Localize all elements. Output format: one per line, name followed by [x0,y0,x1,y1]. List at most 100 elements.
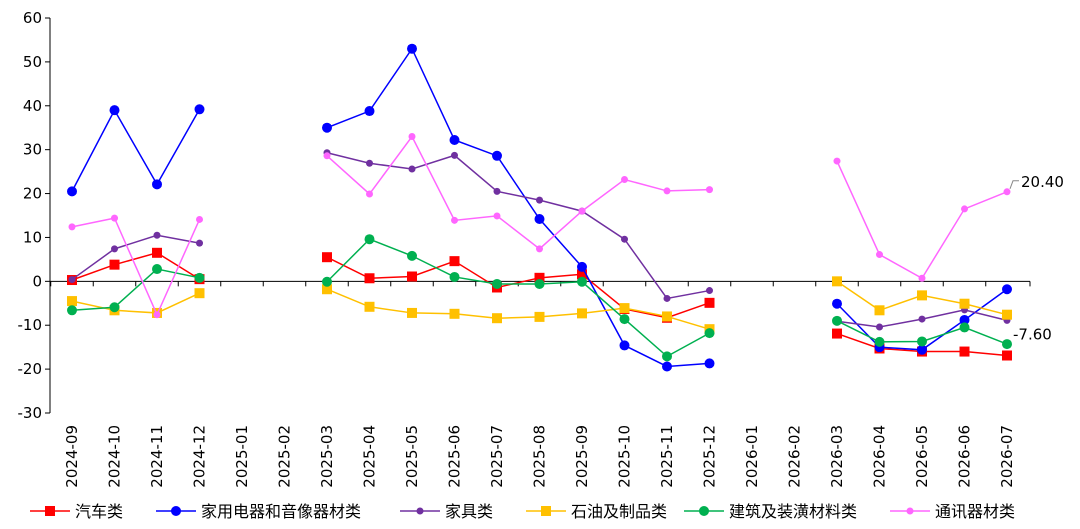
data-point [918,274,926,282]
data-point [577,261,587,272]
data-point [364,273,375,284]
series-5 [68,133,1011,319]
data-labels: 20.40 -7.60 [1009,173,1064,344]
data-point [832,315,842,326]
x-tick-label: 2026-07 [998,425,1016,488]
data-point [492,278,502,289]
legend-item-4: 建筑及装潢材料类 [684,502,857,521]
data-point [109,302,120,313]
data-point [534,311,545,322]
series-line [71,217,201,317]
data-point [1002,339,1012,350]
legend-label: 建筑及装潢材料类 [729,502,857,521]
data-point [451,216,458,224]
y-tick-label: 20 [23,185,42,203]
data-point [449,271,460,282]
data-point [1003,188,1011,196]
data-point [109,105,120,116]
x-tick-label: 2025-03 [318,425,336,488]
series-line [71,108,201,192]
x-tick-label: 2026-03 [828,425,846,488]
data-point [578,207,586,215]
data-point [704,328,715,339]
x-tick-label: 2026-01 [743,425,761,488]
data-point [407,307,417,318]
x-tick-label: 2024-12 [191,425,209,488]
data-label: -7.60 [1013,326,1052,344]
data-point [1002,350,1012,361]
series-line [326,135,710,250]
legend-item-1: 家用电器和音像器材类 [156,502,361,521]
data-point [959,314,970,325]
y-tick-label: 40 [23,97,42,115]
data-point [959,322,970,333]
data-point [492,150,502,161]
x-tick-label: 2025-04 [361,425,379,488]
series-line [326,238,710,358]
data-point [663,187,671,195]
data-label: 20.40 [1021,173,1064,191]
x-tick-label: 2025-10 [616,425,634,488]
leader-line [1009,180,1019,189]
y-tick-label: 60 [23,9,42,27]
data-point [152,179,162,190]
series-3 [67,276,1012,335]
y-tick-label: -20 [18,360,43,378]
data-point [833,157,841,165]
data-point [619,314,630,325]
series-line [71,292,200,314]
data-point [153,231,161,239]
data-point [917,290,927,301]
plot-series [67,43,1012,372]
x-tick-label: 2026-04 [871,425,889,488]
x-tick-label: 2025-12 [701,425,719,488]
data-point [706,287,713,295]
data-point [67,186,77,197]
data-point [449,256,460,267]
data-point [196,215,203,223]
legend-label: 汽车类 [75,502,123,521]
legend-label: 家用电器和音像器材类 [201,502,361,521]
data-point [364,234,375,245]
data-point [662,351,672,362]
x-tick-label: 2026-05 [913,425,931,488]
data-point [111,245,118,253]
data-point [536,196,543,204]
series-line [836,160,1008,280]
data-point [534,272,545,283]
data-point [536,245,543,253]
data-point [111,214,118,222]
data-point [577,308,587,319]
data-point [704,358,715,369]
legend-swatch-marker [45,506,55,516]
x-tick-label: 2025-08 [531,425,549,488]
x-tick-label: 2025-11 [658,425,676,488]
data-point [194,104,205,115]
data-point [918,315,926,323]
data-point [68,223,76,231]
data-point [449,308,460,319]
data-point [322,252,332,263]
data-point [662,311,672,322]
data-point [322,276,332,287]
data-point [408,133,416,140]
data-point [152,264,162,275]
data-point [1002,284,1012,295]
y-tick-label: -10 [18,316,43,334]
data-point [621,235,628,243]
y-tick-label: -30 [18,404,43,422]
data-point [408,165,416,173]
series-line [326,256,710,319]
data-point [366,159,373,167]
data-point [407,271,417,282]
x-tick-label: 2025-05 [403,425,421,488]
data-point [959,298,970,309]
data-point [194,272,205,283]
data-point [832,298,842,309]
legend-label: 石油及制品类 [571,502,667,521]
legend-item-2: 家具类 [400,502,493,521]
x-tick-label: 2026-02 [786,425,804,488]
legend-swatch-marker [416,507,424,515]
series-4 [67,234,1012,362]
legend-swatch-marker [699,506,709,516]
